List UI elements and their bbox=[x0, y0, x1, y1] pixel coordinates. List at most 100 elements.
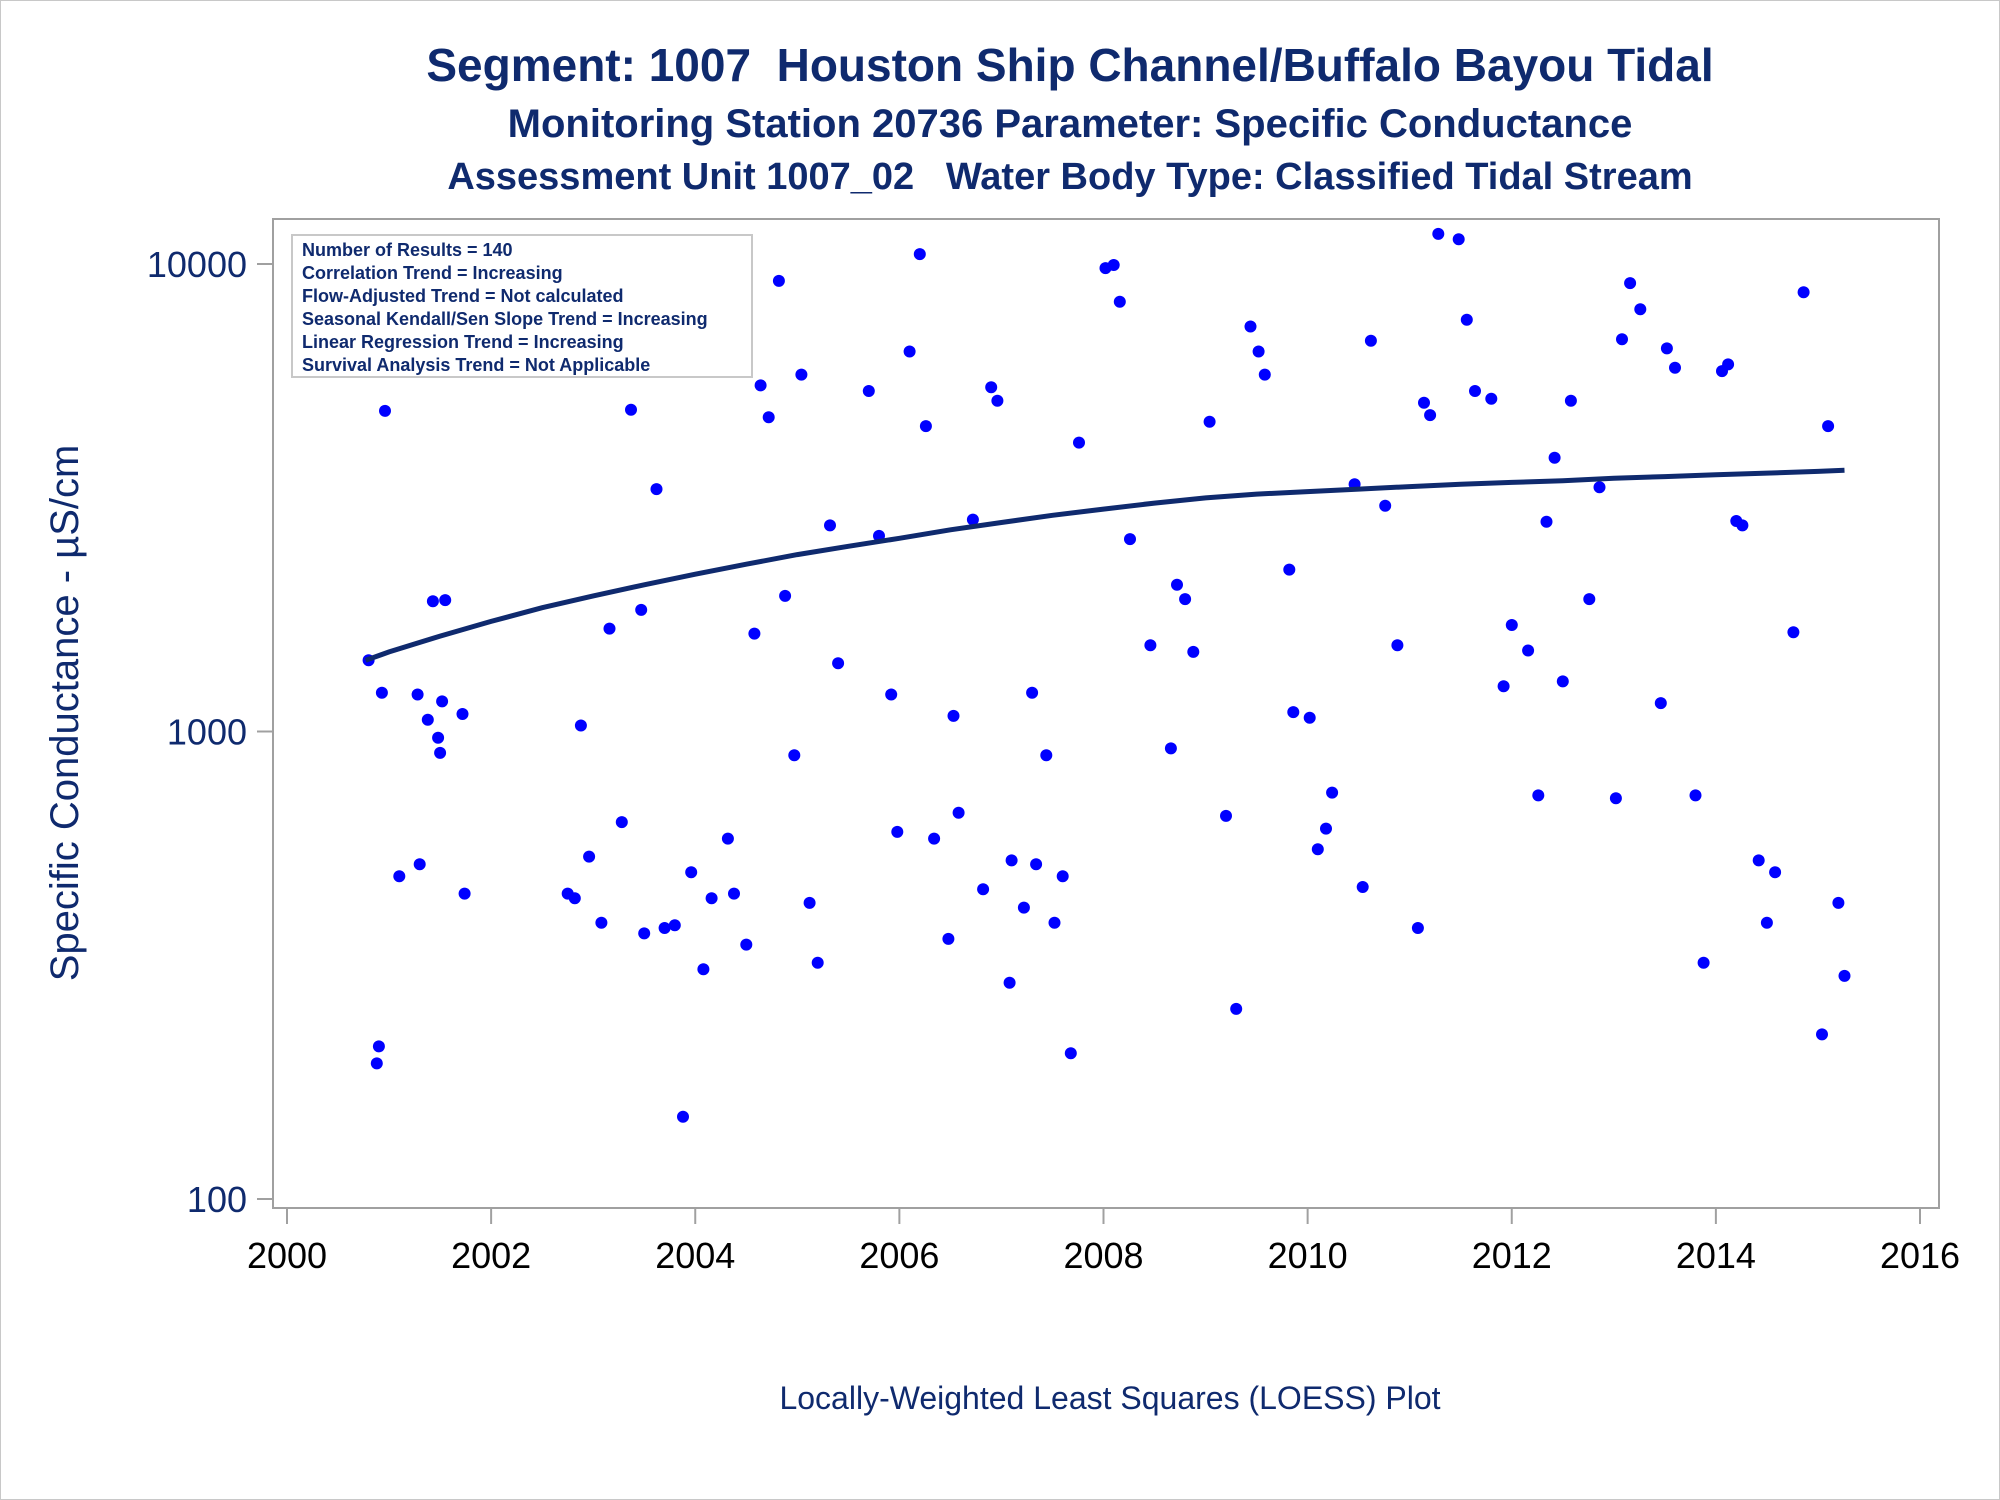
data-point bbox=[434, 746, 447, 759]
data-point bbox=[1411, 922, 1424, 934]
data-point bbox=[1697, 956, 1710, 969]
data-point bbox=[966, 513, 979, 526]
stats-box-line: Survival Analysis Trend = Not Applicable bbox=[302, 355, 650, 375]
data-point bbox=[1124, 533, 1136, 546]
data-point bbox=[1326, 786, 1339, 799]
data-point bbox=[1460, 313, 1473, 326]
data-point bbox=[697, 963, 710, 976]
data-point bbox=[728, 887, 740, 900]
data-point bbox=[1187, 645, 1200, 658]
data-point bbox=[1107, 259, 1120, 271]
data-point bbox=[1736, 519, 1749, 532]
data-point bbox=[372, 1040, 385, 1053]
data-point bbox=[1017, 901, 1030, 914]
y-tick-label: 1000 bbox=[167, 712, 247, 753]
data-point bbox=[1379, 499, 1392, 512]
chart-footnote: Locally-Weighted Least Squares (LOESS) P… bbox=[779, 1380, 1441, 1416]
chart-subtitle-station: Monitoring Station 20736 Parameter: Spec… bbox=[507, 102, 1633, 146]
data-point bbox=[942, 932, 955, 945]
data-point bbox=[1564, 394, 1577, 407]
data-point bbox=[1164, 742, 1177, 755]
data-point bbox=[1583, 593, 1596, 606]
stats-box-line: Flow-Adjusted Trend = Not calculated bbox=[302, 286, 624, 306]
data-point bbox=[788, 749, 801, 762]
chart-subtitle-assessment: Assessment Unit 1007_02 Water Body Type:… bbox=[447, 156, 1693, 198]
data-point bbox=[393, 870, 406, 883]
data-point bbox=[583, 850, 596, 863]
data-point bbox=[1616, 333, 1628, 346]
data-point bbox=[891, 825, 904, 838]
data-point bbox=[952, 806, 965, 819]
data-point bbox=[1832, 896, 1845, 909]
data-point bbox=[1056, 870, 1069, 883]
data-point bbox=[615, 816, 628, 829]
data-point bbox=[721, 832, 734, 845]
data-point bbox=[1364, 334, 1377, 347]
data-point bbox=[991, 394, 1004, 407]
loess-curve-group bbox=[364, 467, 1845, 663]
data-point bbox=[1497, 680, 1510, 693]
data-point bbox=[1593, 481, 1606, 494]
data-point bbox=[439, 594, 452, 607]
data-point bbox=[1283, 563, 1296, 576]
data-point bbox=[458, 887, 471, 900]
data-point bbox=[754, 379, 767, 392]
data-point bbox=[1522, 644, 1535, 657]
stats-box-line: Number of Results = 140 bbox=[302, 240, 513, 260]
x-tick-label: 2016 bbox=[1880, 1235, 1960, 1276]
x-tick-label: 2002 bbox=[451, 1235, 531, 1276]
stats-box-line: Seasonal Kendall/Sen Slope Trend = Incre… bbox=[302, 309, 708, 329]
data-point bbox=[625, 403, 637, 416]
data-point bbox=[1073, 436, 1085, 449]
data-point bbox=[1230, 1002, 1243, 1015]
data-point bbox=[1548, 451, 1561, 464]
x-axis: 2000 2002 2004 2006 2008 2010 2012 2014 2016 bbox=[247, 1208, 1960, 1276]
data-point bbox=[832, 657, 845, 670]
data-point bbox=[1311, 843, 1324, 856]
plot-area-border bbox=[272, 218, 1940, 1209]
data-point bbox=[748, 627, 761, 640]
y-tick-label: 100 bbox=[187, 1179, 247, 1220]
data-point bbox=[1505, 619, 1518, 631]
y-axis: 100 1000 10000 bbox=[147, 244, 273, 1220]
data-point bbox=[1244, 320, 1257, 333]
data-point bbox=[1424, 409, 1437, 422]
data-point bbox=[1171, 578, 1183, 591]
data-point bbox=[1287, 706, 1300, 719]
data-point bbox=[413, 858, 426, 871]
data-point bbox=[1452, 233, 1465, 246]
data-point bbox=[903, 345, 916, 358]
stats-box-line: Linear Regression Trend = Increasing bbox=[302, 332, 624, 352]
stats-box-border bbox=[291, 234, 753, 378]
data-point bbox=[1816, 1028, 1828, 1041]
y-tick-label: 10000 bbox=[147, 244, 247, 285]
data-point bbox=[436, 695, 449, 708]
data-point bbox=[1556, 675, 1569, 688]
data-point bbox=[985, 381, 998, 394]
data-point bbox=[1026, 686, 1039, 699]
data-point bbox=[1303, 711, 1316, 724]
data-point bbox=[977, 883, 990, 896]
data-point bbox=[1432, 227, 1445, 240]
data-point bbox=[1752, 854, 1765, 867]
x-tick-label: 2004 bbox=[655, 1235, 735, 1276]
data-point bbox=[919, 420, 932, 433]
data-point bbox=[779, 589, 792, 602]
stats-box: Number of Results = 140 Correlation Trend… bbox=[291, 234, 753, 378]
data-point bbox=[1203, 415, 1216, 428]
data-point bbox=[603, 622, 616, 635]
data-point bbox=[568, 892, 581, 905]
data-point bbox=[1485, 392, 1498, 405]
data-point bbox=[824, 519, 836, 532]
data-point bbox=[595, 916, 608, 929]
data-point bbox=[1838, 969, 1851, 982]
data-point bbox=[1822, 420, 1835, 433]
data-point bbox=[705, 892, 718, 905]
data-point bbox=[1418, 396, 1430, 409]
data-point bbox=[862, 385, 875, 397]
data-point bbox=[1064, 1047, 1077, 1060]
data-point bbox=[1787, 626, 1800, 639]
data-point bbox=[1669, 361, 1681, 374]
data-point bbox=[1532, 789, 1545, 802]
